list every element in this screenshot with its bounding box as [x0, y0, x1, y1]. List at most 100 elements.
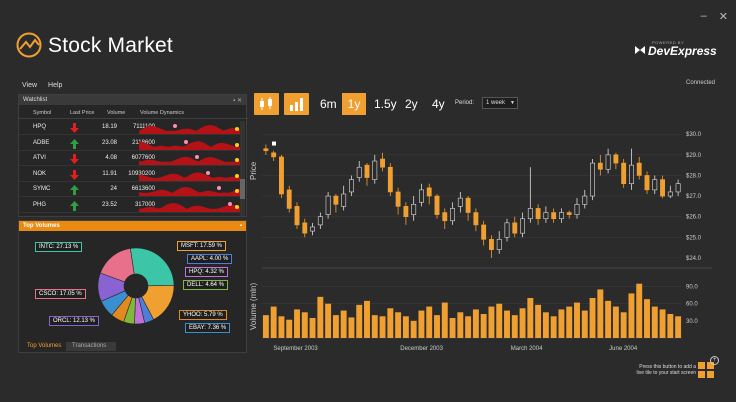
volume-bar: [465, 316, 472, 338]
volume-sparkline: [139, 139, 241, 150]
candle: [263, 148, 269, 152]
range-4y[interactable]: 4y: [432, 97, 445, 111]
bar-chart-button[interactable]: [284, 93, 309, 115]
candle: [559, 212, 564, 220]
pie-label: YHOO: 5.79 %: [179, 310, 227, 320]
panel-pin-close-icon[interactable]: ▪ ✕: [233, 98, 242, 104]
panel-pin-icon[interactable]: ▪: [239, 223, 242, 229]
watchlist-scroll-thumb[interactable]: [240, 179, 245, 199]
pie-slice[interactable]: [129, 247, 175, 287]
top-volumes-panel: Top Volumes ▪ INTC: 27.13 % MSFT: 17.59 %…: [18, 220, 247, 353]
pie-slice[interactable]: [99, 248, 135, 283]
watchlist-row[interactable]: ATVI 6077600 4.08: [19, 152, 241, 166]
pie-label: MSFT: 17.59 %: [177, 241, 227, 251]
price-tick: $30.0: [686, 132, 702, 138]
volume-tick: 90.0: [686, 285, 698, 291]
watchlist-scrollbar[interactable]: [240, 121, 245, 216]
volume-bar: [659, 309, 666, 338]
stock-chart[interactable]: $30.0 $29.0 $28.0 $27.0 $26.0 $25.0 $24.0 90.0 6…: [262, 118, 722, 358]
row-symbol: ADBE: [33, 139, 50, 146]
candle: [310, 226, 315, 232]
col-volume[interactable]: Volume: [107, 110, 126, 116]
minimize-button[interactable]: –: [700, 10, 707, 22]
candle: [621, 162, 627, 184]
volume-tick: 60.0: [686, 302, 698, 308]
row-price: 23.08: [101, 139, 117, 146]
volume-bar: [620, 312, 627, 338]
volume-bar: [325, 303, 332, 338]
arrow-up-icon: [70, 185, 79, 195]
volume-bar: [379, 316, 386, 338]
tab-top-volumes[interactable]: Top Volumes: [27, 343, 62, 349]
col-symbol[interactable]: Symbol: [33, 110, 52, 116]
arrow-down-icon: [70, 154, 79, 164]
watchlist-panel: Watchlist ▪ ✕ Symbol Last Price Volume V…: [18, 94, 248, 217]
volume-bar: [348, 317, 355, 338]
candle: [660, 179, 665, 197]
watchlist-row[interactable]: NOK 10930200 11.91: [19, 168, 241, 182]
candle: [644, 175, 650, 191]
candle: [333, 195, 339, 205]
candlestick-chart-button[interactable]: [254, 93, 279, 115]
arrow-down-icon: [70, 123, 79, 133]
close-button[interactable]: ✕: [718, 11, 728, 23]
period-select[interactable]: 1 week ▼: [482, 97, 518, 109]
row-symbol: PHG: [33, 201, 47, 208]
range-6m[interactable]: 6m: [320, 97, 337, 111]
volume-bar: [566, 306, 573, 338]
volume-bar: [542, 312, 549, 338]
candle: [349, 179, 354, 193]
app-logo-icon: [16, 32, 42, 58]
range-1-5y[interactable]: 1.5y: [374, 97, 397, 111]
x-tick: September 2003: [273, 346, 318, 352]
candle: [574, 204, 580, 215]
candle: [629, 164, 634, 184]
volume-axis-title: Volume (mln): [249, 282, 258, 330]
pie-label: ORCL: 12.13 %: [49, 316, 100, 326]
candle: [489, 239, 494, 250]
col-volume-dynamics[interactable]: Volume Dynamics: [140, 110, 185, 116]
candle: [302, 222, 308, 234]
top-volumes-pie: [97, 247, 175, 325]
volume-bar: [278, 316, 285, 338]
candle: [317, 216, 323, 226]
volume-bar: [441, 302, 448, 338]
range-2y[interactable]: 2y: [405, 97, 418, 111]
candle: [271, 152, 277, 158]
col-last-price[interactable]: Last Price: [70, 110, 95, 116]
volume-bar: [262, 315, 269, 338]
volume-bar: [480, 314, 487, 338]
volume-bar: [457, 312, 464, 338]
candle: [325, 195, 331, 215]
price-tick: $27.0: [686, 194, 702, 200]
watchlist-row[interactable]: PHG 317000 23.52: [19, 199, 241, 213]
candle: [450, 208, 455, 222]
live-tile-icon[interactable]: [698, 362, 714, 378]
candle: [411, 204, 417, 215]
menu-help[interactable]: Help: [48, 82, 63, 89]
watchlist-row[interactable]: SYMC 6613600 24: [19, 183, 241, 197]
volume-bar: [550, 316, 557, 338]
add-tile-icon[interactable]: +: [710, 356, 719, 365]
watchlist-title: Watchlist: [23, 97, 48, 103]
candle: [481, 224, 487, 240]
brand-name: DevExpress: [648, 44, 717, 58]
period-label: Period:: [455, 100, 475, 106]
devexpress-logo-icon: [635, 46, 645, 54]
row-symbol: SYMC: [33, 186, 51, 192]
arrow-up-icon: [70, 138, 79, 149]
row-symbol: NOK: [33, 170, 47, 177]
range-1y-selected[interactable]: 1y: [342, 93, 366, 115]
watchlist-row[interactable]: HPQ 7111100 18.19: [19, 121, 241, 135]
candle: [597, 162, 603, 170]
watchlist-row[interactable]: ADBE211860023.08: [19, 137, 241, 151]
pie-label: AAPL: 4.00 %: [187, 254, 233, 264]
volume-bar: [317, 296, 324, 338]
candle: [364, 164, 370, 178]
top-volumes-header: Top Volumes ▪: [19, 221, 246, 231]
menu-view[interactable]: View: [22, 82, 38, 89]
candle: [543, 212, 549, 220]
watchlist-header: Watchlist ▪ ✕: [19, 95, 246, 105]
tab-transactions[interactable]: Transactions: [66, 342, 116, 351]
candle: [582, 195, 588, 205]
